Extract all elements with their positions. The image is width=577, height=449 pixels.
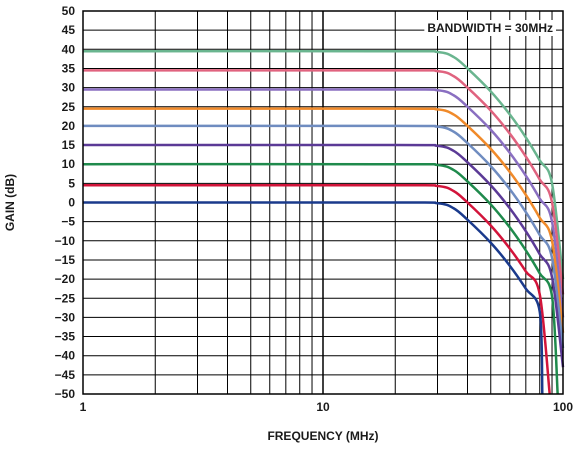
y-tick-label: −10 xyxy=(55,234,76,248)
y-tick-label: 20 xyxy=(62,119,76,133)
series-line-6 xyxy=(82,162,559,395)
y-tick-label: 10 xyxy=(62,157,76,171)
series-line-1 xyxy=(82,69,565,295)
annotation-background xyxy=(424,20,556,36)
plot-frame xyxy=(82,10,564,395)
y-tick-label: 50 xyxy=(62,4,76,18)
x-tick-label: 100 xyxy=(553,400,573,414)
y-tick-label: −20 xyxy=(55,272,76,286)
y-tick-label: 0 xyxy=(68,196,75,210)
series-line-5 xyxy=(82,143,565,368)
y-tick-label: 45 xyxy=(62,23,76,37)
y-tick-labels: 50454035302520151050−5−10−15−20−25−30−35… xyxy=(55,4,76,401)
y-tick-label: −35 xyxy=(55,330,76,344)
y-tick-label: 40 xyxy=(62,42,76,56)
y-tick-label: 5 xyxy=(68,176,75,190)
series-line-4 xyxy=(82,124,565,349)
y-axis-label: GAIN (dB) xyxy=(3,174,17,231)
y-tick-label: −45 xyxy=(55,368,76,382)
bandwidth-annotation: BANDWIDTH = 30MHz xyxy=(427,21,553,35)
y-tick-label: 15 xyxy=(62,138,76,152)
y-tick-label: −25 xyxy=(55,291,76,305)
y-tick-label: 35 xyxy=(62,61,76,75)
y-tick-label: −15 xyxy=(55,253,76,267)
series-line-0 xyxy=(82,49,565,280)
y-tick-label: −40 xyxy=(55,349,76,363)
series-line-3 xyxy=(82,107,565,333)
y-tick-label: −5 xyxy=(61,215,75,229)
series-line-8 xyxy=(82,201,544,395)
series-line-7 xyxy=(82,183,551,395)
y-tick-label: 30 xyxy=(62,81,76,95)
y-tick-label: −30 xyxy=(55,310,76,324)
series-line-2 xyxy=(82,88,565,318)
x-tick-label: 1 xyxy=(80,400,87,414)
y-tick-label: −50 xyxy=(55,387,76,401)
x-tick-label: 10 xyxy=(316,400,330,414)
x-axis-label: FREQUENCY (MHz) xyxy=(267,429,378,443)
y-tick-label: 25 xyxy=(62,100,76,114)
x-tick-labels: 1 10 100 xyxy=(80,400,574,414)
series-lines xyxy=(82,49,565,395)
